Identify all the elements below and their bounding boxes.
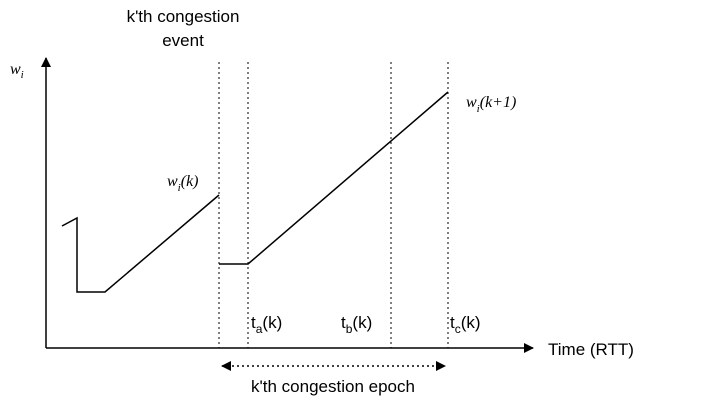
- window-k1-label: wi(k+1): [466, 94, 516, 115]
- ta-label: ta(k): [251, 313, 282, 336]
- event-label-line1: k'th congestion: [127, 7, 240, 26]
- window-k-label: wi(k): [167, 173, 199, 194]
- tc-label: tc(k): [450, 313, 481, 336]
- tb-label: tb(k): [341, 313, 372, 336]
- event-label-line2: event: [162, 31, 204, 50]
- window-trajectory-epoch: [219, 91, 449, 265]
- x-axis-label: Time (RTT): [548, 340, 634, 359]
- epoch-label: k'th congestion epoch: [251, 377, 415, 396]
- y-axis-label: wi: [10, 61, 24, 81]
- window-trajectory-previous: [61, 194, 220, 293]
